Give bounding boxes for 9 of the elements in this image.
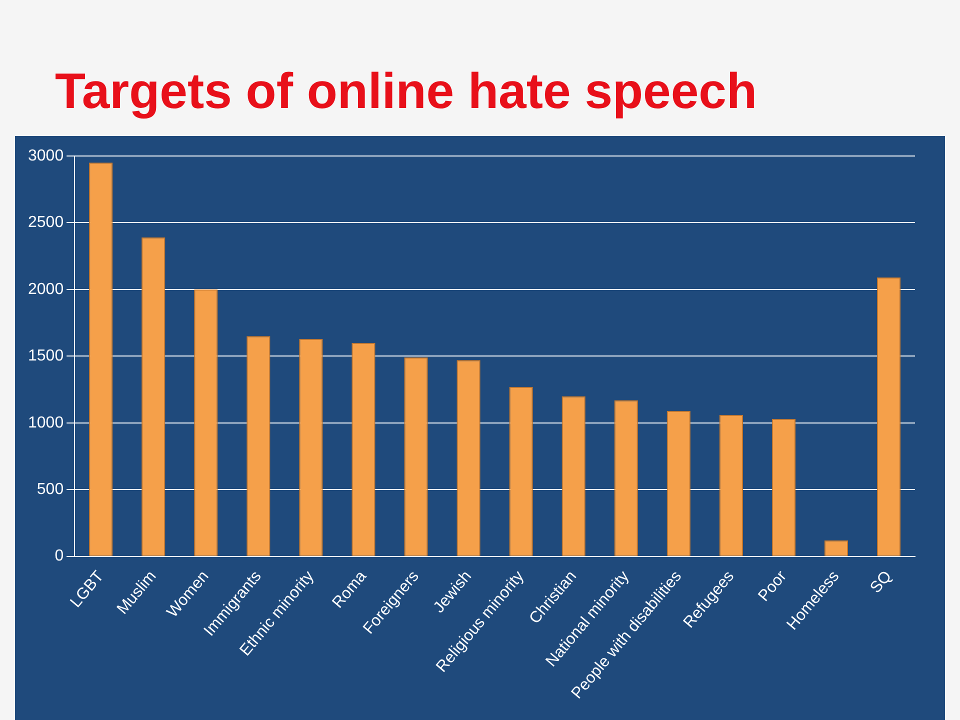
chart-title: Targets of online hate speech — [55, 62, 758, 120]
y-tick-label: 2500 — [28, 214, 64, 232]
y-tick-label: 0 — [54, 548, 64, 565]
y-tick-label: 1000 — [28, 414, 64, 432]
y-tick-label: 2000 — [28, 280, 64, 298]
x-tick-label: SQ — [867, 568, 896, 597]
y-tick-label: 500 — [36, 481, 64, 498]
y-tick-label: 3000 — [28, 147, 64, 164]
y-tick-label: 1500 — [28, 348, 64, 365]
